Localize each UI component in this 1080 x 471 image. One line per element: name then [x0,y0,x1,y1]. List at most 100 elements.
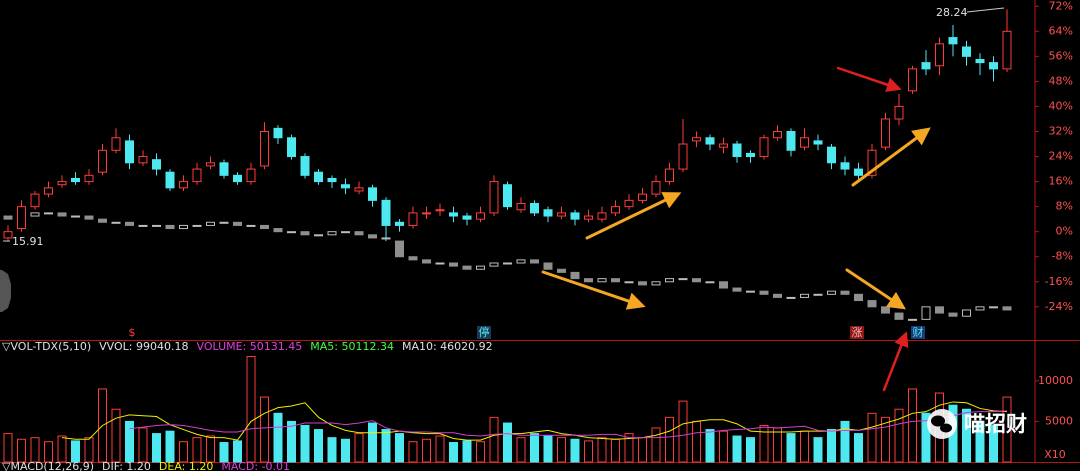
volume-bar [44,441,53,463]
candle-body [854,168,863,176]
volume-bar [165,430,175,463]
candle-body [3,215,13,220]
candle-body [638,193,647,201]
candle-body [935,43,944,67]
y-tick-label: 24% [1049,150,1073,163]
candle-body [273,127,283,139]
candle-body [152,224,161,227]
volume-bar [651,427,661,463]
header-item: MACD: -0.01 [221,460,290,471]
candle-body [759,290,769,295]
candle-body [192,168,202,183]
volume-bar [867,412,877,463]
event-marker[interactable]: 财 [913,325,924,339]
candle-body [179,181,188,189]
high-price-label: 28.24 [936,6,968,19]
candle-body [665,278,674,283]
volume-bar [759,424,769,463]
candle-body [530,203,539,214]
volume-bar [989,424,998,463]
candle-body [962,309,971,317]
y-tick-label: 5000 [1045,414,1073,427]
volume-bar [300,424,310,463]
header-item: ▽VOL-TDX(5,10) [2,340,91,353]
price-pointer [966,7,1005,13]
candle-body [746,152,755,158]
candle-body [786,130,796,151]
watermark-text: 喵招财 [964,412,1027,436]
candle-body [503,184,512,208]
volume-bar [975,420,985,463]
candle-body [732,143,742,158]
candle-body [179,224,188,230]
volume-bar [422,438,431,463]
candle-body [827,290,836,295]
y-tick-label: 16% [1049,175,1073,188]
candle-body [422,259,431,264]
candle-body [678,278,688,281]
candle-body [327,231,337,236]
candle-body [732,287,742,292]
candle-body [314,171,323,183]
y-tick-label: 48% [1049,74,1073,87]
volume-ma-line [61,401,1008,441]
candle-body [341,184,350,189]
candle-body [746,290,755,293]
volume-bar [449,442,458,463]
y-tick-label: 72% [1049,0,1073,12]
candle-body [881,306,890,314]
volume-bar [260,396,269,463]
event-marker[interactable]: 涨 [852,326,863,339]
volume-bar [327,437,337,463]
candle-body [449,262,458,267]
candle-body [638,281,647,286]
watermark: 喵招财 [927,409,1027,439]
candle-body [584,215,593,220]
volume-bar [462,440,472,463]
candle-body [30,193,40,208]
annotation-arrows [541,66,931,392]
volume-bar [57,435,67,463]
candle-body [786,296,796,299]
candle-body [840,162,850,170]
volume-bar [624,433,634,463]
candle-body [3,231,13,239]
candle-body [516,203,526,211]
side-toggle-button[interactable] [0,270,11,312]
unit-label: X10 [1044,448,1066,461]
candle-body [624,281,634,284]
candle-body [111,221,121,224]
candle-body [476,212,485,220]
candle-body [435,209,445,212]
event-marker[interactable]: $ [129,326,136,339]
volume-bar [1002,396,1012,463]
candle-body [867,300,877,308]
candle-body [948,37,958,45]
candle-body [894,312,904,320]
candle-body [44,187,53,195]
volume-bar [773,427,782,463]
candle-body [800,137,809,148]
candle-body [989,306,998,309]
event-marker[interactable]: 停 [479,325,490,339]
volume-bar [152,433,161,463]
header-item: VVOL: 99040.18 [99,340,188,353]
candle-body [246,168,256,183]
candle-body [260,130,269,167]
y-tick-label: 10000 [1038,374,1073,387]
candle-body [98,149,107,173]
candle-body [584,278,593,283]
candle-body [651,181,661,195]
candle-body [800,293,809,298]
candle-body [503,262,512,265]
candle-body [611,278,620,283]
candle-body [192,224,202,227]
candle-body [165,224,175,230]
volume-bar [854,433,863,463]
candle-body [408,256,418,261]
volume-bar [827,429,836,463]
header-item: DEA: 1.20 [159,460,213,471]
volume-bar [125,420,134,463]
volume-bar [705,429,715,463]
